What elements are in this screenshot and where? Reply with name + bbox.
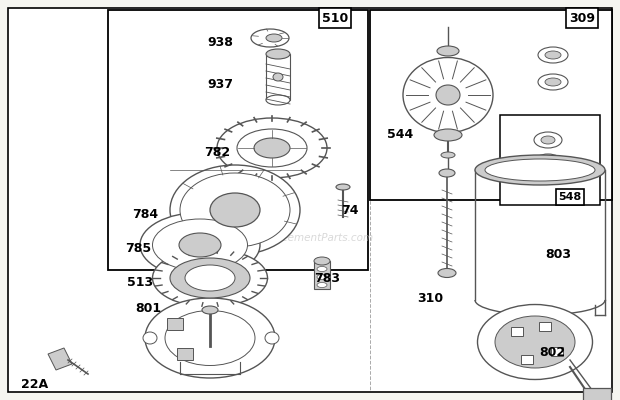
Ellipse shape — [165, 310, 255, 366]
Ellipse shape — [434, 129, 462, 141]
Ellipse shape — [180, 173, 290, 247]
Bar — [583, 388, 611, 400]
Ellipse shape — [438, 268, 456, 278]
Bar — [266, 54, 290, 100]
Ellipse shape — [185, 265, 235, 291]
Ellipse shape — [237, 129, 307, 167]
Ellipse shape — [317, 282, 327, 288]
Ellipse shape — [534, 132, 562, 148]
Ellipse shape — [436, 85, 460, 105]
Bar — [167, 318, 183, 330]
Ellipse shape — [210, 193, 260, 227]
Ellipse shape — [439, 169, 455, 177]
Text: 802: 802 — [539, 346, 565, 358]
Text: 544: 544 — [387, 128, 413, 142]
Bar — [551, 347, 563, 356]
Text: 310: 310 — [417, 292, 443, 304]
Ellipse shape — [545, 78, 561, 86]
Ellipse shape — [145, 298, 275, 378]
Ellipse shape — [403, 58, 493, 132]
Bar — [500, 115, 600, 205]
Ellipse shape — [153, 249, 267, 307]
Text: 548: 548 — [559, 192, 582, 202]
Text: 785: 785 — [125, 242, 151, 254]
Ellipse shape — [477, 304, 593, 380]
Ellipse shape — [314, 257, 330, 265]
Ellipse shape — [153, 219, 247, 271]
Ellipse shape — [485, 159, 595, 181]
Bar — [370, 10, 612, 200]
Ellipse shape — [266, 49, 290, 59]
Text: 784: 784 — [132, 208, 158, 222]
Ellipse shape — [534, 154, 562, 170]
Text: 782: 782 — [204, 146, 230, 160]
Text: 309: 309 — [569, 12, 595, 24]
Bar — [108, 10, 368, 270]
Text: 513: 513 — [127, 276, 153, 288]
Text: 22A: 22A — [22, 378, 48, 392]
Ellipse shape — [266, 34, 282, 42]
Ellipse shape — [538, 47, 568, 63]
Ellipse shape — [317, 266, 327, 272]
Ellipse shape — [170, 165, 300, 255]
Bar — [177, 348, 193, 360]
Bar — [521, 355, 533, 364]
Ellipse shape — [251, 29, 289, 47]
Ellipse shape — [317, 274, 327, 280]
Text: 938: 938 — [207, 36, 233, 48]
Text: 510: 510 — [322, 12, 348, 24]
Ellipse shape — [273, 73, 283, 81]
Text: 801: 801 — [135, 302, 161, 314]
Text: 74: 74 — [341, 204, 359, 216]
Ellipse shape — [217, 118, 327, 178]
Ellipse shape — [538, 74, 568, 90]
Text: eReplacementParts.com: eReplacementParts.com — [246, 233, 374, 243]
Text: 783: 783 — [314, 272, 340, 284]
Ellipse shape — [437, 46, 459, 56]
Ellipse shape — [140, 212, 260, 278]
Polygon shape — [48, 348, 72, 370]
Ellipse shape — [336, 184, 350, 190]
Ellipse shape — [143, 332, 157, 344]
Ellipse shape — [254, 138, 290, 158]
Ellipse shape — [265, 332, 279, 344]
Ellipse shape — [441, 152, 455, 158]
Ellipse shape — [170, 258, 250, 298]
Bar — [539, 322, 551, 331]
Ellipse shape — [179, 233, 221, 257]
Text: 803: 803 — [545, 248, 571, 262]
Ellipse shape — [202, 306, 218, 314]
Ellipse shape — [541, 158, 555, 166]
Ellipse shape — [545, 51, 561, 59]
Ellipse shape — [266, 95, 290, 105]
Ellipse shape — [475, 155, 605, 185]
Ellipse shape — [541, 136, 555, 144]
Ellipse shape — [495, 316, 575, 368]
Bar — [511, 327, 523, 336]
Bar — [314, 261, 330, 289]
Text: 937: 937 — [207, 78, 233, 92]
